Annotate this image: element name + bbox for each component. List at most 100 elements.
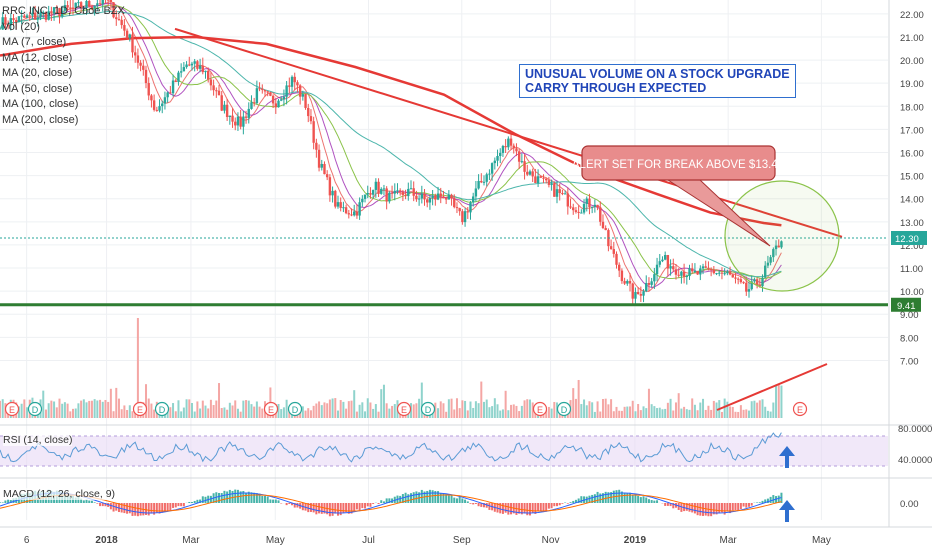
rsi-tick-label: 80.0000: [898, 424, 932, 435]
volume-bar: [458, 408, 461, 418]
volume-bar: [553, 401, 556, 418]
volume-bar: [196, 401, 199, 418]
volume-bar: [66, 403, 69, 418]
candle-body: [642, 291, 645, 296]
candle-body: [736, 278, 740, 280]
macd-histogram-bar: [7, 499, 10, 503]
volume-bar: [93, 399, 96, 418]
macd-histogram-bar: [404, 492, 407, 503]
candle-body: [447, 194, 451, 200]
candle-body: [723, 273, 726, 275]
volume-bar: [120, 409, 123, 418]
macd-histogram-bar: [177, 503, 180, 507]
volume-bar: [218, 383, 221, 418]
candle-body: [9, 18, 13, 26]
candle-body: [515, 148, 518, 152]
candle-body: [66, 5, 69, 8]
volume-bar: [455, 398, 458, 418]
volume-bar: [507, 410, 510, 418]
macd-histogram-bar: [147, 503, 150, 516]
candle-body: [188, 64, 191, 66]
volume-bar: [664, 408, 667, 418]
macd-histogram-bar: [334, 503, 337, 514]
candle-body: [152, 100, 156, 110]
volume-bar: [474, 401, 477, 418]
volume-bar: [461, 400, 464, 418]
candle-body: [309, 116, 313, 122]
macd-histogram-bar: [739, 503, 742, 509]
candle-body: [155, 109, 159, 111]
candle-body: [255, 88, 259, 104]
volume-bar: [347, 401, 350, 418]
volume-bar: [169, 407, 172, 418]
candle-body: [44, 12, 48, 20]
candle-body: [772, 249, 775, 258]
macd-histogram-bar: [442, 493, 445, 503]
candle-body: [363, 194, 367, 199]
volume-bar: [391, 405, 394, 418]
candle-body: [623, 281, 626, 284]
macd-histogram-bar: [126, 503, 129, 514]
macd-histogram-bar: [734, 503, 737, 511]
macd-histogram-bar: [715, 503, 718, 515]
y-tick-label: 14.00: [900, 195, 924, 206]
volume-bar: [63, 402, 66, 418]
candle-body: [301, 94, 305, 97]
candle-body: [93, 5, 96, 9]
candle-body: [499, 152, 502, 156]
y-tick-label: 12.00: [900, 241, 924, 252]
volume-bar: [261, 408, 264, 418]
candle-body: [215, 90, 218, 92]
candlesticks: [1, 0, 783, 304]
candle-body: [674, 269, 678, 275]
volume-bar: [42, 390, 45, 418]
candle-body: [566, 193, 570, 207]
x-tick-label: May: [266, 535, 285, 546]
candle-body: [415, 195, 418, 200]
volume-bar: [331, 398, 334, 418]
candle-body: [461, 211, 464, 223]
candle-body: [766, 262, 770, 266]
candle-body: [217, 90, 221, 96]
volume-bar: [464, 400, 467, 418]
x-tick-label: 2019: [624, 535, 647, 546]
candle-body: [239, 116, 242, 127]
candle-body: [431, 195, 434, 199]
candle-body: [247, 108, 250, 118]
candle-body: [669, 266, 672, 269]
x-tick-label: Mar: [182, 535, 200, 546]
candle-body: [204, 70, 207, 73]
rsi-band: [0, 436, 888, 466]
macd-histogram-bar: [234, 489, 237, 503]
volume-bar: [504, 390, 507, 418]
candle-body: [590, 206, 594, 208]
candle-body: [55, 7, 58, 9]
macd-histogram-bar: [218, 492, 221, 503]
candle-body: [52, 7, 56, 14]
macd-histogram-bar: [642, 496, 645, 503]
candle-body: [420, 193, 424, 199]
macd-histogram-bar: [250, 492, 253, 503]
volume-bar: [707, 405, 710, 418]
volume-bar: [380, 389, 383, 418]
volume-bar: [737, 411, 740, 418]
macd-histogram-bar: [285, 503, 288, 506]
volume-bar: [780, 385, 783, 418]
macd-histogram-bar: [647, 499, 650, 503]
volume-bar: [334, 398, 337, 418]
volume-bar: [477, 403, 480, 418]
volume-bar: [350, 400, 353, 418]
volume-bar: [626, 406, 629, 418]
candle-body: [161, 103, 164, 107]
macd-histogram-bar: [153, 503, 156, 515]
macd-histogram-bar: [161, 503, 164, 513]
macd-histogram-bar: [320, 503, 323, 514]
candle-body: [193, 61, 196, 64]
volume-bar: [96, 400, 99, 418]
candle-body: [639, 294, 643, 296]
volume-bar: [228, 402, 231, 418]
marker-label: E: [137, 405, 143, 415]
volume-bar: [47, 403, 50, 418]
volume-bar: [388, 408, 391, 418]
